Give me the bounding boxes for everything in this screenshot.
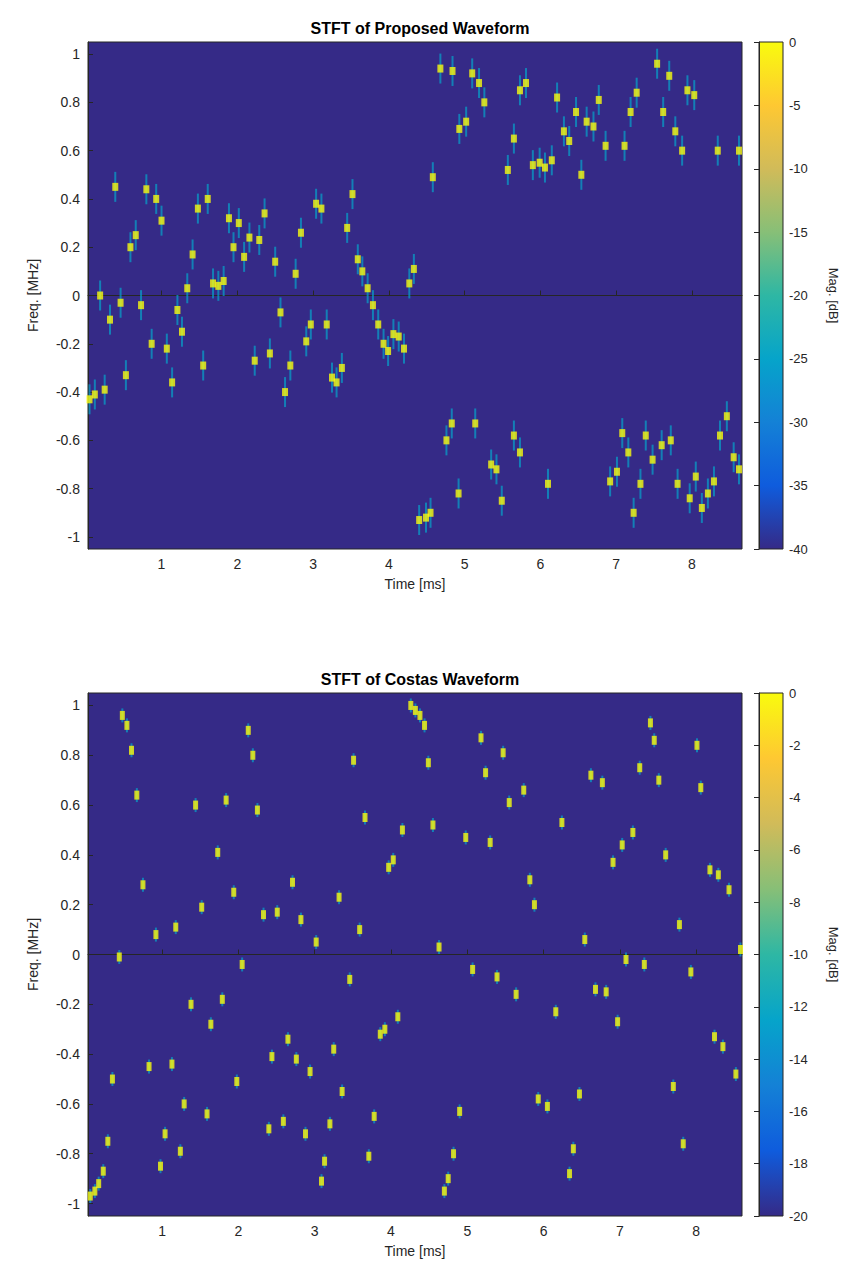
svg-text:-10: -10 bbox=[789, 947, 808, 962]
svg-text:-25: -25 bbox=[789, 351, 808, 366]
svg-text:-1: -1 bbox=[68, 1196, 81, 1212]
svg-text:-40: -40 bbox=[789, 542, 808, 557]
svg-text:0.2: 0.2 bbox=[61, 897, 81, 913]
svg-text:-0.2: -0.2 bbox=[56, 336, 80, 352]
svg-text:0: 0 bbox=[789, 35, 796, 50]
svg-text:6: 6 bbox=[540, 1223, 548, 1239]
svg-text:5: 5 bbox=[463, 1223, 471, 1239]
svg-text:6: 6 bbox=[537, 556, 545, 572]
svg-text:-0.4: -0.4 bbox=[56, 384, 80, 400]
svg-text:-20: -20 bbox=[789, 1209, 808, 1224]
svg-text:2: 2 bbox=[234, 1223, 242, 1239]
svg-text:1: 1 bbox=[72, 46, 80, 62]
svg-text:-30: -30 bbox=[789, 415, 808, 430]
svg-text:-14: -14 bbox=[789, 1052, 808, 1067]
svg-text:-16: -16 bbox=[789, 1104, 808, 1119]
svg-text:Time [ms]: Time [ms] bbox=[385, 1243, 446, 1259]
svg-text:Time [ms]: Time [ms] bbox=[385, 576, 446, 592]
svg-text:0.4: 0.4 bbox=[61, 191, 81, 207]
svg-text:-1: -1 bbox=[68, 529, 81, 545]
svg-text:7: 7 bbox=[616, 1223, 624, 1239]
svg-text:STFT of Costas Waveform: STFT of Costas Waveform bbox=[321, 671, 520, 688]
svg-text:7: 7 bbox=[612, 556, 620, 572]
svg-text:-0.6: -0.6 bbox=[56, 1096, 80, 1112]
svg-text:0: 0 bbox=[789, 686, 796, 701]
svg-text:8: 8 bbox=[692, 1223, 700, 1239]
svg-text:4: 4 bbox=[387, 1223, 395, 1239]
svg-text:1: 1 bbox=[158, 556, 166, 572]
svg-text:0.8: 0.8 bbox=[61, 747, 81, 763]
svg-text:-18: -18 bbox=[789, 1156, 808, 1171]
svg-text:-35: -35 bbox=[789, 478, 808, 493]
svg-text:Freq. [MHz]: Freq. [MHz] bbox=[25, 918, 41, 991]
svg-text:0: 0 bbox=[72, 947, 80, 963]
svg-text:Freq. [MHz]: Freq. [MHz] bbox=[25, 259, 41, 332]
svg-text:Mag. [dB]: Mag. [dB] bbox=[826, 927, 841, 983]
svg-text:-0.4: -0.4 bbox=[56, 1046, 80, 1062]
svg-text:-6: -6 bbox=[789, 842, 801, 857]
svg-text:-0.2: -0.2 bbox=[56, 996, 80, 1012]
svg-text:5: 5 bbox=[461, 556, 469, 572]
svg-text:Mag. [dB]: Mag. [dB] bbox=[826, 268, 841, 324]
svg-text:-0.6: -0.6 bbox=[56, 432, 80, 448]
svg-text:-20: -20 bbox=[789, 288, 808, 303]
svg-text:-4: -4 bbox=[789, 790, 801, 805]
svg-text:STFT of Proposed Waveform: STFT of Proposed Waveform bbox=[311, 20, 530, 37]
svg-text:0.6: 0.6 bbox=[61, 797, 81, 813]
svg-text:0.2: 0.2 bbox=[61, 239, 81, 255]
svg-text:1: 1 bbox=[72, 697, 80, 713]
svg-text:-8: -8 bbox=[789, 895, 801, 910]
svg-text:-2: -2 bbox=[789, 738, 801, 753]
svg-text:-15: -15 bbox=[789, 225, 808, 240]
svg-text:-0.8: -0.8 bbox=[56, 481, 80, 497]
svg-text:8: 8 bbox=[688, 556, 696, 572]
svg-text:0.8: 0.8 bbox=[61, 94, 81, 110]
svg-text:0.6: 0.6 bbox=[61, 143, 81, 159]
svg-text:4: 4 bbox=[385, 556, 393, 572]
svg-text:-0.8: -0.8 bbox=[56, 1146, 80, 1162]
svg-text:1: 1 bbox=[158, 1223, 166, 1239]
svg-text:3: 3 bbox=[309, 556, 317, 572]
svg-text:2: 2 bbox=[233, 556, 241, 572]
svg-text:0.4: 0.4 bbox=[61, 847, 81, 863]
svg-text:-5: -5 bbox=[789, 98, 801, 113]
svg-text:0: 0 bbox=[72, 288, 80, 304]
svg-text:3: 3 bbox=[311, 1223, 319, 1239]
svg-text:-10: -10 bbox=[789, 161, 808, 176]
svg-text:-12: -12 bbox=[789, 999, 808, 1014]
